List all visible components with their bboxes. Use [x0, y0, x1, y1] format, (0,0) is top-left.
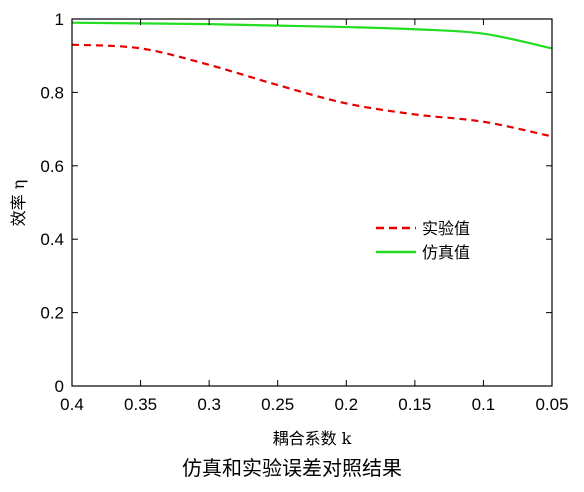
y-tick-label: 0: [55, 377, 64, 396]
x-tick-label: 0.35: [124, 395, 157, 414]
x-tick-label: 0.1: [472, 395, 496, 414]
series-line-simulation: [71, 21, 553, 50]
legend-label-simulation: 仿真值: [422, 243, 470, 262]
y-tick-label: 0.8: [40, 83, 64, 102]
x-tick-label: 0.15: [398, 395, 431, 414]
efficiency-chart: 0.4 0.35 0.3 0.25 0.2 0.15 0.1 0.05 0 0.2 0.4 0.6 0.…: [9, 10, 569, 448]
axes-layer: [71, 18, 553, 387]
series-line-experiment: [71, 43, 553, 138]
y-tick-label: 0.6: [40, 157, 64, 176]
series-layer: [71, 21, 553, 138]
x-tick-label: 0.4: [60, 395, 84, 414]
ticks-layer: 0.4 0.35 0.3 0.25 0.2 0.15 0.1 0.05 0 0.2 0.4 0.6 0.…: [40, 10, 568, 414]
x-tick-label: 0.2: [334, 395, 358, 414]
legend: 实验值 仿真值: [376, 219, 470, 262]
y-tick-label: 0.2: [40, 304, 64, 323]
y-axis-label: 效率 η: [9, 180, 28, 227]
x-tick-label: 0.05: [535, 395, 568, 414]
y-tick-label: 0.4: [40, 230, 64, 249]
x-tick-label: 0.3: [197, 395, 221, 414]
x-axis-label: 耦合系数 k: [273, 429, 352, 448]
legend-label-experiment: 实验值: [422, 219, 470, 238]
x-tick-label: 0.25: [261, 395, 294, 414]
figure-caption: 仿真和实验误差对照结果: [182, 456, 402, 480]
y-tick-label: 1: [55, 10, 64, 29]
plot-frame: [71, 18, 553, 387]
